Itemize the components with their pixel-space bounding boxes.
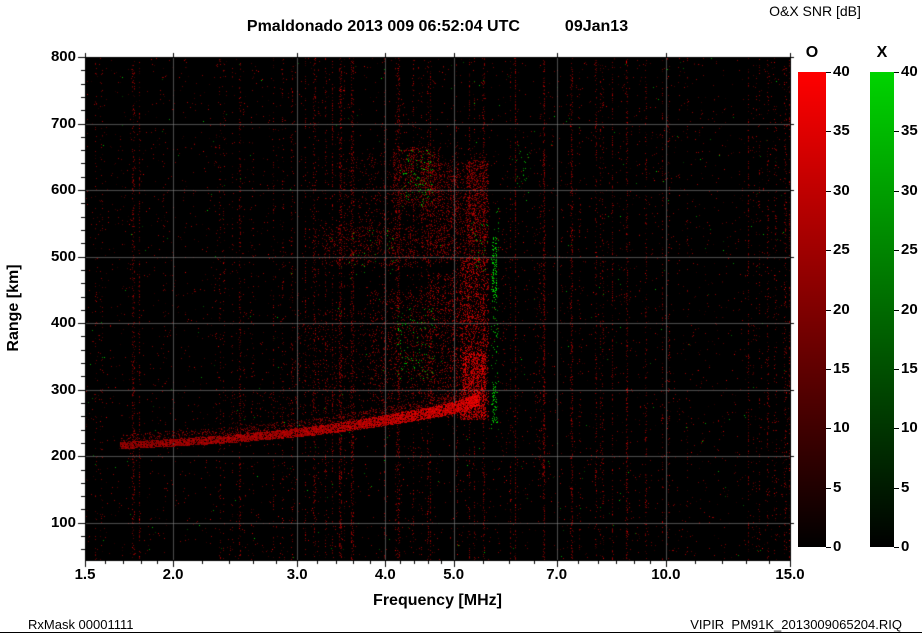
x-colorbar-tick-label: 15 xyxy=(901,359,918,377)
y-tick-label: 800 xyxy=(50,48,76,65)
o-colorbar-tick xyxy=(826,72,831,73)
o-colorbar-tick xyxy=(826,190,831,192)
x-colorbar-tick-label: 35 xyxy=(901,122,918,140)
x-tick-label: 4.0 xyxy=(374,566,396,583)
ionogram-canvas xyxy=(60,45,800,580)
o-colorbar-tick-label: 5 xyxy=(833,478,842,496)
x-colorbar-tick-label: 0 xyxy=(901,538,910,555)
o-colorbar-tick-label: 20 xyxy=(833,300,850,318)
x-colorbar-tick-label: 10 xyxy=(901,419,918,437)
x-colorbar-gradient xyxy=(870,72,894,547)
x-colorbar-tick xyxy=(894,190,899,192)
o-colorbar-tick-label: 0 xyxy=(833,538,842,555)
x-tick-label: 15.0 xyxy=(775,566,805,583)
y-tick-label: 300 xyxy=(50,380,76,398)
y-axis-title: Range [km] xyxy=(5,264,22,352)
x-colorbar-tick-label: 5 xyxy=(901,478,910,496)
o-colorbar-tick-label: 10 xyxy=(833,419,850,437)
o-colorbar-tick-label: 30 xyxy=(833,181,850,199)
o-colorbar-tick xyxy=(826,309,831,311)
x-colorbar-tick xyxy=(894,428,899,430)
x-colorbar-tick-label: 25 xyxy=(901,241,918,259)
o-colorbar-tick-label: 25 xyxy=(833,241,850,259)
bottom-divider xyxy=(0,632,922,633)
x-colorbar-tick xyxy=(894,72,899,73)
o-colorbar-tick-label: 15 xyxy=(833,359,850,377)
o-colorbar-tick-label: 40 xyxy=(833,63,850,80)
o-colorbar-tick-label: 35 xyxy=(833,122,850,140)
x-tick-label: 1.5 xyxy=(74,566,96,583)
filename-label: VIPIR PM91K_2013009065204.RIQ xyxy=(690,617,902,632)
x-colorbar-tick xyxy=(894,309,899,311)
chart-date: 09Jan13 xyxy=(564,18,629,35)
x-axis-title: Frequency [MHz] xyxy=(373,592,502,609)
y-tick-label: 200 xyxy=(50,447,76,465)
x-colorbar-tick xyxy=(894,368,899,370)
x-colorbar-tick xyxy=(894,547,899,548)
x-colorbar-tick-label: 30 xyxy=(901,181,918,199)
x-colorbar-tick xyxy=(894,487,899,489)
chart-title: Pmaldonado 2013 009 06:52:04 UTC xyxy=(246,18,520,35)
y-tick-label: 400 xyxy=(50,314,76,332)
x-colorbar-tick-label: 40 xyxy=(901,63,918,80)
o-colorbar-tick xyxy=(826,487,831,489)
x-tick-label: 3.0 xyxy=(286,566,308,583)
x-colorbar-tick-label: 20 xyxy=(901,300,918,318)
y-tick-label: 500 xyxy=(50,247,76,265)
x-tick-label: 7.0 xyxy=(546,566,568,583)
x-colorbar-tick xyxy=(894,131,899,133)
o-colorbar-tick xyxy=(826,547,831,548)
colorbar-title: O&X SNR [dB] xyxy=(769,3,861,19)
chart-title-row: Pmaldonado 2013 009 06:52:04 UTC 09Jan13 xyxy=(85,18,790,36)
x-tick-label: 5.0 xyxy=(443,566,465,583)
o-colorbar-tick xyxy=(826,250,831,252)
o-colorbar-label: O xyxy=(805,44,819,61)
o-colorbar-tick xyxy=(826,428,831,430)
o-colorbar-tick xyxy=(826,368,831,370)
y-tick-label: 600 xyxy=(50,181,76,199)
rxmask-label: RxMask 00001111 xyxy=(28,617,134,632)
x-tick-label: 10.0 xyxy=(651,566,681,583)
x-colorbar-label: X xyxy=(876,44,888,61)
y-tick-label: 700 xyxy=(50,114,76,132)
o-colorbar-tick xyxy=(826,131,831,133)
x-colorbar-tick xyxy=(894,250,899,252)
x-tick-label: 2.0 xyxy=(162,566,184,583)
y-tick-label: 100 xyxy=(50,513,76,531)
o-colorbar-gradient xyxy=(798,72,826,547)
